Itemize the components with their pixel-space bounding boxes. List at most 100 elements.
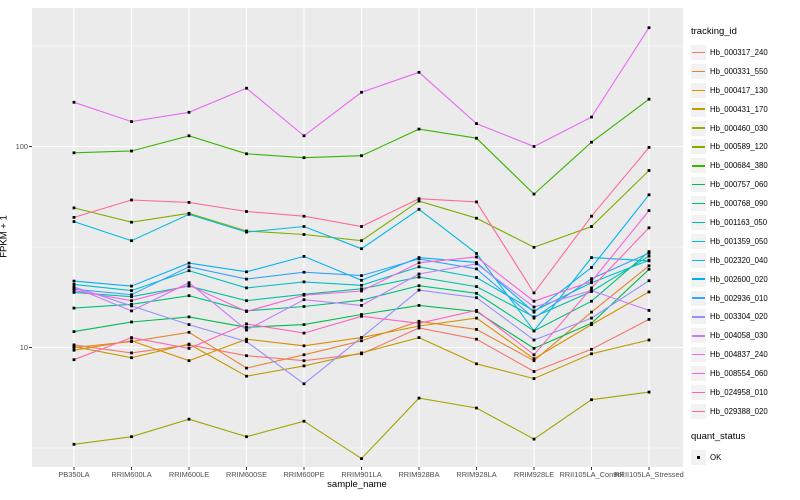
data-point [417, 396, 421, 400]
data-point [590, 352, 593, 356]
data-point [302, 305, 306, 308]
legend-item-label: Hb_000589_120 [710, 142, 768, 152]
data-point [475, 291, 478, 295]
data-point [647, 209, 651, 212]
data-point [360, 225, 363, 228]
data-point [302, 298, 306, 302]
data-point [590, 277, 593, 281]
data-point [187, 417, 191, 421]
data-point [647, 264, 651, 268]
legend-line-icon [692, 353, 705, 356]
data-point [187, 201, 191, 204]
legend-item-Hb_000417_130: Hb_000417_130 [691, 81, 799, 100]
legend-item-label: OK [710, 452, 722, 462]
data-point [417, 261, 421, 265]
legend-item-label: Hb_024958_010 [710, 387, 768, 397]
data-point [647, 250, 651, 253]
data-point [475, 406, 478, 410]
data-point [532, 357, 536, 361]
legend-key-box [691, 139, 706, 155]
legend-item-Hb_000684_380: Hb_000684_380 [691, 156, 799, 175]
data-point [647, 26, 651, 30]
data-point [475, 267, 478, 271]
plot-svg [29, 8, 683, 470]
data-point [532, 291, 536, 295]
x-tick-label: RRIM600LA [111, 470, 152, 479]
data-point [532, 370, 536, 373]
data-point [360, 287, 363, 291]
legend-line-icon [692, 259, 705, 262]
legend-line-icon [692, 108, 705, 110]
data-point [475, 337, 478, 341]
data-point [590, 115, 593, 119]
data-point [532, 353, 536, 357]
data-point [245, 299, 248, 303]
data-point [302, 359, 306, 363]
data-point [417, 336, 421, 339]
data-point [302, 214, 306, 218]
legend-items: Hb_000317_240 Hb_000331_550 Hb_000417_130 H… [691, 43, 799, 421]
legend-item-ok: OK [691, 448, 799, 467]
data-point [245, 435, 248, 439]
data-point [647, 254, 651, 258]
legend-item-label: Hb_004837_240 [710, 350, 768, 360]
data-point [245, 325, 248, 329]
legend-item-Hb_000757_060: Hb_000757_060 [691, 175, 799, 194]
legend-item-Hb_000589_120: Hb_000589_120 [691, 137, 799, 156]
data-point [417, 265, 421, 269]
data-point [72, 216, 76, 219]
data-point [647, 290, 651, 294]
data-point [245, 152, 248, 156]
legend-line-icon [692, 297, 705, 299]
data-point [417, 326, 421, 330]
x-tick-label: RRIM600PE [283, 470, 325, 479]
data-point [417, 275, 421, 279]
legend: tracking_id Hb_000317_240 Hb_000331_550 Hb… [691, 26, 799, 467]
legend-key-box [691, 290, 706, 306]
data-point [532, 245, 536, 249]
data-point [647, 338, 651, 342]
data-point [130, 320, 133, 324]
data-point [532, 192, 536, 196]
legend-item-label: Hb_004058_030 [710, 331, 768, 341]
data-point [130, 299, 133, 303]
legend-item-Hb_004058_030: Hb_004058_030 [691, 326, 799, 345]
legend-item-Hb_002936_010: Hb_002936_010 [691, 289, 799, 308]
data-point [245, 86, 248, 90]
data-point [360, 313, 363, 316]
data-point [72, 306, 76, 310]
legend-key-box [691, 63, 706, 79]
data-point [72, 289, 76, 292]
data-point [130, 284, 133, 288]
data-point [417, 70, 421, 74]
data-point [417, 257, 421, 261]
data-point [72, 442, 76, 446]
data-point [302, 323, 306, 326]
legend-key-box [691, 101, 706, 117]
data-point [417, 207, 421, 211]
data-point [475, 262, 478, 266]
data-point [360, 351, 363, 355]
data-point [72, 283, 76, 286]
legend-item-label: Hb_029388_020 [710, 406, 768, 416]
data-point [245, 310, 248, 313]
data-point [417, 304, 421, 307]
data-point [72, 286, 76, 289]
data-point [245, 374, 248, 378]
y-tick-label: 10 [19, 343, 28, 352]
data-point [302, 353, 306, 357]
legend-item-Hb_002320_040: Hb_002320_040 [691, 251, 799, 270]
data-point [130, 339, 133, 343]
data-point [72, 279, 76, 283]
data-point [532, 310, 536, 314]
data-point [647, 226, 651, 230]
legend-key-box [691, 271, 706, 287]
data-point [187, 269, 191, 273]
x-tick-label: RRIM928LA [456, 470, 497, 479]
data-point [475, 309, 478, 312]
data-point [360, 90, 363, 94]
data-point [302, 364, 306, 368]
legend-line-icon [692, 278, 705, 280]
data-point [360, 154, 363, 158]
data-point [130, 356, 133, 360]
